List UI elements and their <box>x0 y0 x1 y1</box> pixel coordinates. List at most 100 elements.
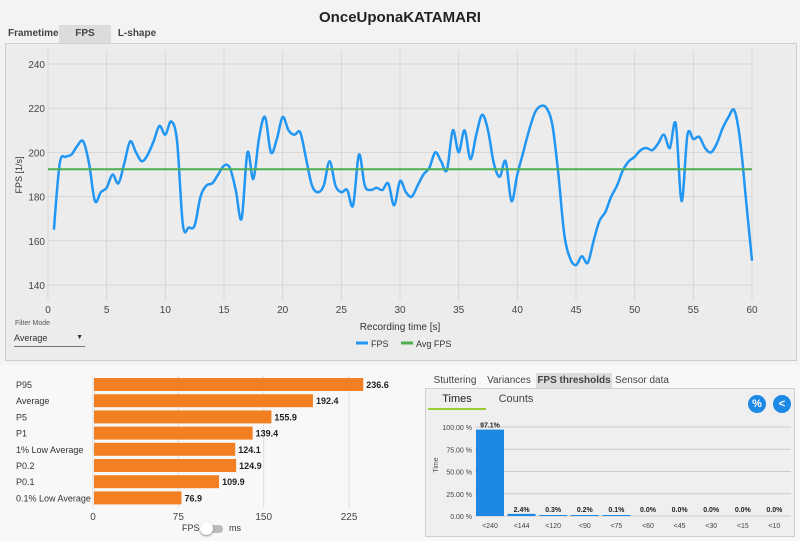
metric-bar <box>94 410 272 424</box>
filter-mode-label: Filter Mode <box>15 320 51 327</box>
x-axis-title: Recording time [s] <box>360 322 441 333</box>
chevron-down-icon: ▼ <box>76 334 83 341</box>
filter-mode-select[interactable]: Average ▼ <box>14 330 85 347</box>
x-tick-label: 25 <box>336 305 348 316</box>
y-tick-label: 0.00 % <box>450 514 472 521</box>
x-tick-label: 0 <box>90 512 96 523</box>
toggle-label-ms: ms <box>229 523 241 533</box>
tab-sensor-data[interactable]: Sensor data <box>615 375 669 386</box>
x-tick-label: 15 <box>218 305 230 316</box>
fps-metrics-bar-chart: 0 75 150 225 P95 236.6 Average 192.4 P5 155.9 P1 13… <box>16 375 389 523</box>
threshold-category-label: <30 <box>705 523 717 530</box>
x-tick-label: 5 <box>104 305 110 316</box>
metric-bar <box>94 442 236 456</box>
metric-bar <box>94 378 364 391</box>
threshold-category-label: <60 <box>642 523 654 530</box>
back-button[interactable]: < <box>773 395 791 413</box>
legend-fps-label: FPS <box>371 339 389 349</box>
tab-fps-thresholds[interactable]: FPS thresholds <box>536 373 612 388</box>
x-tick-label: 40 <box>512 305 524 316</box>
threshold-category-label: <90 <box>579 523 591 530</box>
bar-value-label: 155.9 <box>274 412 297 422</box>
fps-line-chart: 0 5 10 15 20 25 30 35 40 45 50 55 60 140 160 180 200 220 2… <box>14 50 758 349</box>
threshold-category-label: <75 <box>610 523 622 530</box>
bar-category-label: P1 <box>16 429 27 439</box>
threshold-category-label: <45 <box>674 523 686 530</box>
fps-thresholds-chart: 0.00 % 25.00 % 50.00 % 75.00 % 100.00 % Time 9… <box>433 423 791 530</box>
metric-bar <box>94 491 182 505</box>
threshold-category-label: <240 <box>482 523 498 530</box>
y-tick-label: 50.00 % <box>446 470 472 477</box>
bar-value-label: 76.9 <box>185 493 203 503</box>
bar-category-label: P0.1 <box>16 477 35 487</box>
x-tick-label: 60 <box>746 305 758 316</box>
metric-bar <box>94 426 253 440</box>
bar-category-label: 0.1% Low Average <box>16 493 91 503</box>
threshold-bar <box>602 515 631 516</box>
threshold-category-label: <15 <box>737 523 749 530</box>
threshold-category-label: <144 <box>514 523 530 530</box>
metric-bar <box>94 459 237 472</box>
window-title: OnceUponaKATAMARI <box>319 9 481 26</box>
metric-bar <box>94 475 220 489</box>
bar-value-label: 124.9 <box>239 461 262 471</box>
y-tick-label: 200 <box>28 148 45 159</box>
threshold-value-label: 0.0% <box>766 507 783 514</box>
subtab-times[interactable]: Times <box>428 393 486 410</box>
x-tick-label: 30 <box>394 305 406 316</box>
bar-category-label: P95 <box>16 380 32 390</box>
x-tick-label: 55 <box>688 305 700 316</box>
subtab-counts[interactable]: Counts <box>498 393 534 405</box>
filter-mode-value: Average <box>14 333 48 343</box>
y-tick-label: 140 <box>28 281 45 292</box>
tab-l-shape[interactable]: L-shape <box>117 28 157 39</box>
x-tick-label: 45 <box>570 305 582 316</box>
threshold-bar <box>570 515 599 516</box>
bar-value-label: 236.6 <box>366 380 389 390</box>
threshold-bar <box>507 513 536 516</box>
y-tick-label: 220 <box>28 104 45 115</box>
fps-ms-toggle[interactable] <box>200 522 223 535</box>
toggle-label-fps: FPS <box>182 523 200 533</box>
y-axis-title: FPS [1/s] <box>14 156 24 193</box>
x-tick-label: 225 <box>341 512 358 523</box>
y-tick-label: 180 <box>28 193 45 204</box>
threshold-bar <box>539 515 568 516</box>
bar-value-label: 192.4 <box>316 396 339 406</box>
bar-value-label: 109.9 <box>222 477 245 487</box>
threshold-category-label: <120 <box>545 523 561 530</box>
percent-button[interactable]: % <box>748 395 766 413</box>
threshold-value-label: 0.2% <box>577 507 594 514</box>
y-tick-label: 160 <box>28 237 45 248</box>
threshold-value-label: 0.0% <box>703 507 720 514</box>
threshold-bar <box>476 429 504 516</box>
x-tick-label: 150 <box>255 512 272 523</box>
threshold-category-label: <10 <box>768 523 780 530</box>
tab-variances[interactable]: Variances <box>487 375 531 386</box>
threshold-value-label: 0.3% <box>545 507 562 514</box>
tab-stuttering[interactable]: Stuttering <box>433 375 477 386</box>
fps-series-line <box>52 104 754 267</box>
threshold-value-label: 0.0% <box>672 507 689 514</box>
x-tick-label: 75 <box>173 512 185 523</box>
x-tick-label: 10 <box>160 305 172 316</box>
threshold-value-label: 0.0% <box>640 507 657 514</box>
threshold-value-label: 97.1% <box>480 423 501 430</box>
threshold-value-label: 2.4% <box>514 507 531 514</box>
y-tick-label: 240 <box>28 60 45 71</box>
x-tick-label: 50 <box>629 305 641 316</box>
bar-value-label: 139.4 <box>256 429 279 439</box>
bar-category-label: 1% Low Average <box>16 445 83 455</box>
y-tick-label: 75.00 % <box>446 447 472 454</box>
y-tick-label: 25.00 % <box>446 492 472 499</box>
tab-frametimes[interactable]: Frametimes <box>8 28 65 39</box>
y-tick-label: 100.00 % <box>442 425 472 432</box>
threshold-value-label: 0.0% <box>735 507 752 514</box>
x-tick-label: 35 <box>453 305 465 316</box>
bar-category-label: Average <box>16 396 49 406</box>
threshold-value-label: 0.1% <box>608 507 625 514</box>
x-tick-label: 0 <box>45 305 51 316</box>
tab-fps[interactable]: FPS <box>59 25 111 43</box>
bar-value-label: 124.1 <box>238 445 261 455</box>
bar-category-label: P5 <box>16 412 27 422</box>
